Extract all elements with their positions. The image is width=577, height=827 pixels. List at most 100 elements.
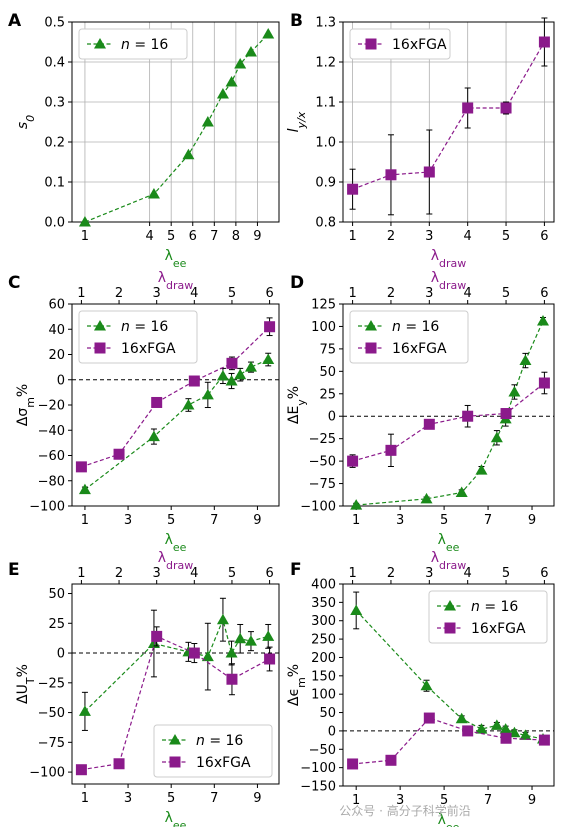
series-16xfga xyxy=(75,626,276,776)
y-tick-label: 0 xyxy=(57,373,65,388)
y-tick-label: 250 xyxy=(311,633,336,648)
top-x-tick-label: 5 xyxy=(228,286,236,301)
x-tick-label: 1 xyxy=(81,229,89,244)
data-point xyxy=(113,448,125,460)
y-tick-label: −50 xyxy=(309,455,336,470)
legend-marker xyxy=(94,320,106,331)
series-line xyxy=(352,717,545,765)
data-point xyxy=(201,650,214,662)
x-tick-label: 6 xyxy=(540,229,548,244)
panel-letter: C xyxy=(8,273,20,293)
x-tick-label: 1 xyxy=(81,791,89,806)
y-tick-label: 400 xyxy=(311,578,336,593)
y-tick-label: 50 xyxy=(48,587,65,602)
y-axis-label: s0 xyxy=(15,115,37,129)
data-point xyxy=(113,758,125,770)
data-point xyxy=(490,719,503,730)
y-tick-label: −100 xyxy=(29,500,65,515)
y-tick-label: 1.1 xyxy=(315,96,336,111)
data-point xyxy=(385,444,397,456)
data-point xyxy=(462,102,474,114)
y-tick-label: 0 xyxy=(328,410,336,425)
top-x-tick-label: 1 xyxy=(77,286,85,301)
legend: n = 16 16xFGA xyxy=(428,590,548,644)
top-x-axis-label: λdraw xyxy=(431,550,467,572)
legend-label: 16xFGA xyxy=(392,341,447,357)
data-point xyxy=(244,635,257,646)
y-axis-label: ΔUT% xyxy=(15,664,37,704)
data-point xyxy=(519,729,532,740)
x-tick-label: 5 xyxy=(502,229,510,244)
y-tick-label: −60 xyxy=(38,449,65,464)
y-tick-label: −80 xyxy=(38,474,65,489)
panel-letter: E xyxy=(8,560,20,580)
x-tick-label: 5 xyxy=(167,791,175,806)
plot-frame xyxy=(342,21,555,223)
legend-marker xyxy=(365,320,377,331)
plot-frame xyxy=(342,583,555,787)
legend-label: n = 16 xyxy=(392,319,439,335)
panel-b: B 1 2 3 4 5 6 0.8 0.9 1.0 1.1 1.2 1.3 λdraw ly/x 16xFGA xyxy=(286,11,555,270)
data-point xyxy=(423,712,435,724)
y-axis-label: ΔEy% xyxy=(286,386,308,424)
y-tick-label: 0 xyxy=(57,647,65,662)
x-axis-label: λee xyxy=(438,812,460,827)
x-tick-label: 3 xyxy=(124,791,132,806)
panel-letter: F xyxy=(290,560,302,580)
data-point xyxy=(78,216,91,227)
legend: n = 16 16xFGA xyxy=(153,724,273,778)
data-point xyxy=(462,410,474,422)
panel-e: E 1 3 5 7 9 1 2 3 4 5 6 λdraw −100 −75 −50 −25 0 25 50 λee ΔU… xyxy=(8,550,280,827)
y-tick-label: −25 xyxy=(38,676,65,691)
legend-marker xyxy=(169,734,181,745)
data-point xyxy=(201,116,214,127)
y-tick-label: 200 xyxy=(311,651,336,666)
series-n16 xyxy=(78,28,275,227)
y-tick-label: −50 xyxy=(309,743,336,758)
x-tick-label: 9 xyxy=(253,229,261,244)
x-tick-label: 3 xyxy=(124,513,132,528)
y-tick-label: −150 xyxy=(300,780,336,795)
y-tick-label: −50 xyxy=(38,706,65,721)
data-point xyxy=(234,632,247,644)
data-point xyxy=(508,385,521,397)
y-tick-label: −75 xyxy=(309,477,336,492)
x-tick-label: 2 xyxy=(387,229,395,244)
data-point xyxy=(347,183,359,195)
data-point xyxy=(537,315,550,326)
x-tick-label: 4 xyxy=(145,229,153,244)
y-tick-label: 25 xyxy=(48,617,65,632)
y-tick-label: −100 xyxy=(300,500,336,515)
data-point xyxy=(500,408,512,420)
data-point xyxy=(262,630,275,641)
top-x-tick-label: 3 xyxy=(425,566,433,581)
y-tick-label: 1.2 xyxy=(315,56,336,71)
data-point xyxy=(519,354,532,366)
series-n16 xyxy=(78,597,275,731)
top-x-tick-label: 1 xyxy=(348,566,356,581)
top-x-tick-label: 4 xyxy=(464,286,472,301)
data-point xyxy=(188,375,200,387)
top-x-tick-label: 3 xyxy=(425,286,433,301)
x-tick-label: 6 xyxy=(189,229,197,244)
data-point xyxy=(462,725,474,737)
top-x-tick-label: 1 xyxy=(77,566,85,581)
data-point xyxy=(499,723,512,734)
top-x-tick-label: 6 xyxy=(540,566,548,581)
top-x-tick-label: 2 xyxy=(387,286,395,301)
y-tick-label: −100 xyxy=(29,766,65,781)
top-x-tick-label: 5 xyxy=(502,286,510,301)
legend-marker xyxy=(169,756,181,768)
data-point xyxy=(350,499,363,510)
data-point xyxy=(347,758,359,770)
x-tick-label: 9 xyxy=(528,793,536,808)
data-point xyxy=(182,148,195,160)
data-point xyxy=(262,353,275,365)
top-x-tick-label: 3 xyxy=(153,566,161,581)
data-point xyxy=(455,712,468,724)
y-axis-label: Δσm% xyxy=(15,384,37,426)
data-point xyxy=(75,764,87,776)
y-tick-label: 20 xyxy=(48,348,65,363)
legend: 16xFGA xyxy=(349,28,451,60)
top-x-axis-label: λdraw xyxy=(431,270,467,292)
